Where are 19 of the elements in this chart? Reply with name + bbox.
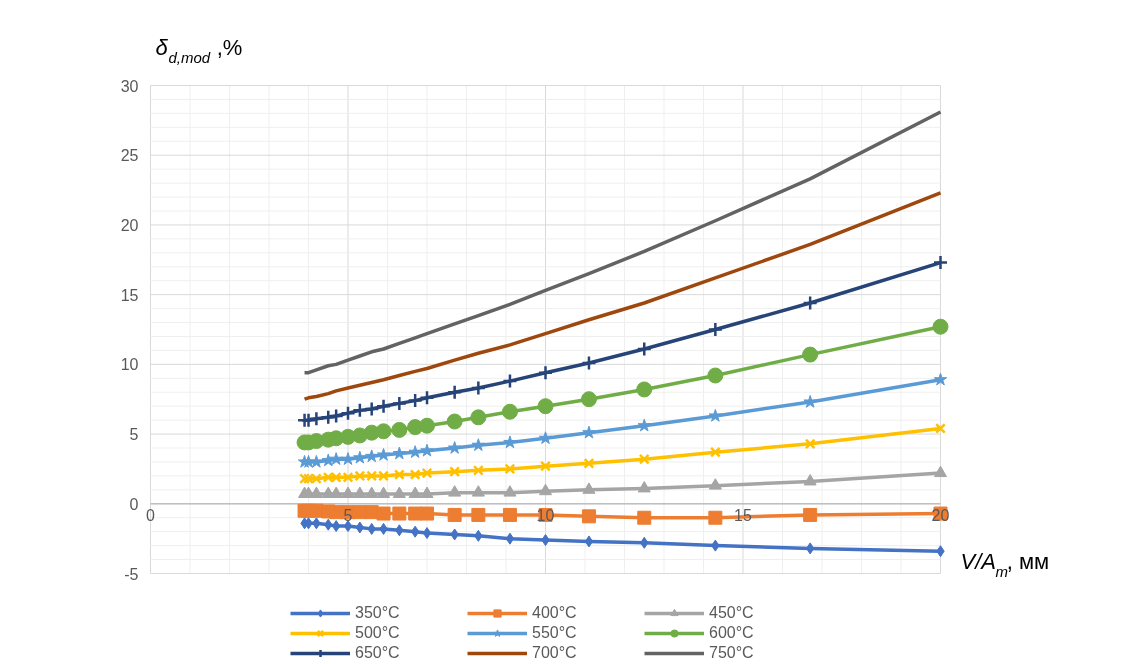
legend-label: 550°C [532,624,578,642]
legend-label: 500°C [355,624,401,642]
y-tick-label: 25 [120,147,139,165]
legend-label: 400°C [532,604,578,622]
legend-label: 450°C [709,604,755,622]
x-tick-label: 10 [536,506,555,524]
y-tick-label: 0 [129,495,139,513]
legend-label: 650°C [355,644,401,662]
y-tick-label: 5 [129,426,139,444]
y-tick-label: 30 [120,77,139,95]
y-tick-label: 20 [120,216,139,234]
y-tick-label: -5 [124,565,139,583]
x-tick-label: 0 [146,506,156,524]
legend-label: 600°C [709,624,755,642]
y-tick-label: 15 [120,286,139,304]
legend-label: 350°C [355,604,401,622]
legend-label: 750°C [709,644,755,662]
legend-label: 700°C [532,644,578,662]
y-tick-label: 10 [120,356,139,374]
